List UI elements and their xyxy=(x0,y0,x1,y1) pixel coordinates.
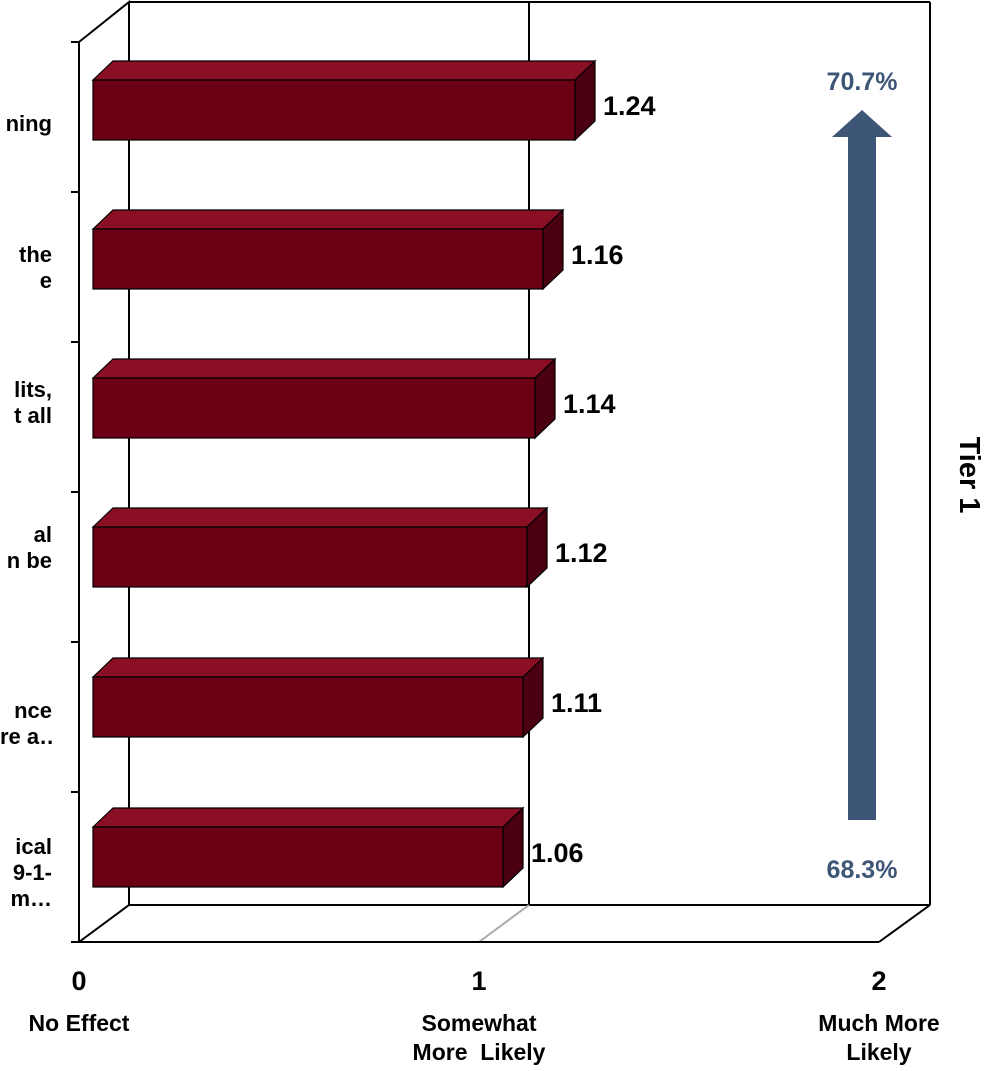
arrow-top-label: 70.7% xyxy=(827,68,898,96)
x-tick-sublabel: More Likely xyxy=(413,1039,546,1065)
bar-top xyxy=(91,507,549,528)
category-label: al n be xyxy=(6,522,52,573)
bars: 1.24 1.16 1.14 1.12 1.11 1.06 xyxy=(91,59,656,889)
floor-right-edge xyxy=(878,904,931,943)
arrow-head xyxy=(832,110,892,137)
data-label: 1.12 xyxy=(555,538,608,568)
x-tick-label: 1 xyxy=(471,966,486,996)
bar-top xyxy=(91,358,557,379)
side-label: Tier 1 xyxy=(953,437,985,514)
x-tick-label: 0 xyxy=(71,966,86,996)
category-label: the e xyxy=(18,242,52,293)
data-label: 1.16 xyxy=(571,240,624,270)
bar-top xyxy=(91,209,565,230)
bar xyxy=(92,377,536,439)
x-tick-sublabel: Somewhat xyxy=(421,1010,536,1036)
category-label: ical 9-1- m… xyxy=(10,834,52,911)
floor-gridline-1 xyxy=(478,904,530,943)
arrow-bottom-label: 68.3% xyxy=(827,856,898,884)
data-label: 1.11 xyxy=(551,688,602,718)
category-label: nce re a… xyxy=(0,698,52,749)
arrow-shaft xyxy=(848,137,876,820)
bar xyxy=(92,79,576,141)
category-label: lits, t all xyxy=(14,377,52,428)
chart-frame xyxy=(78,0,931,943)
x-tick-sublabel: Likely xyxy=(846,1039,911,1065)
trend-arrow: 70.7% 68.3% Tier 1 xyxy=(827,68,985,884)
data-label: 1.06 xyxy=(531,838,584,868)
bar xyxy=(92,826,504,888)
data-label: 1.24 xyxy=(603,91,656,121)
x-tick-sublabel: No Effect xyxy=(29,1010,130,1036)
bar-top xyxy=(91,657,545,678)
floor-left-edge xyxy=(78,904,130,943)
bar xyxy=(92,228,544,290)
y-axis xyxy=(71,41,80,943)
x-tick-label: 2 xyxy=(871,966,886,996)
x-axis: 0 No Effect 1 Somewhat More Likely 2 Much More… xyxy=(29,941,940,1065)
category-label: ning xyxy=(5,111,52,136)
bar-top xyxy=(91,807,525,828)
x-tick-sublabel: Much More xyxy=(818,1010,939,1036)
bar xyxy=(92,526,528,588)
data-label: 1.14 xyxy=(563,389,616,419)
bar-top xyxy=(91,60,597,81)
bar xyxy=(92,676,524,738)
